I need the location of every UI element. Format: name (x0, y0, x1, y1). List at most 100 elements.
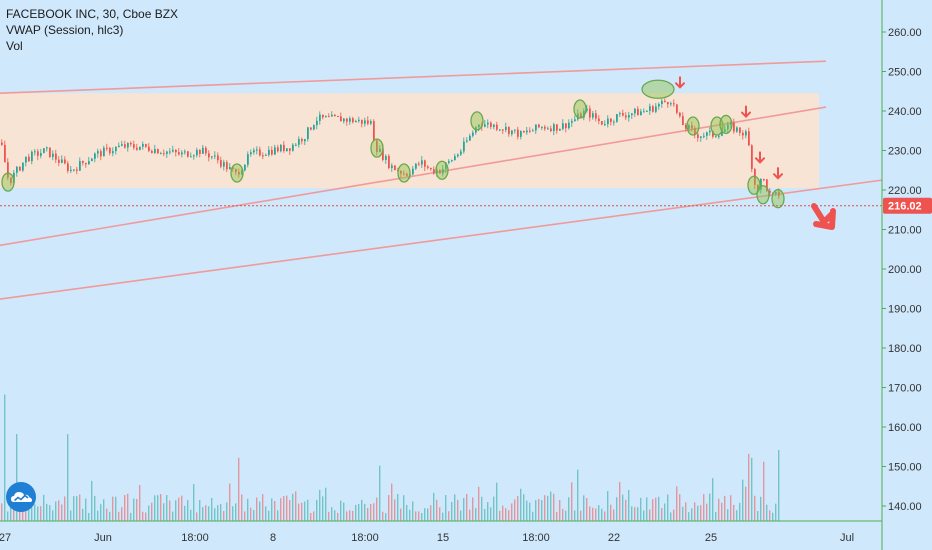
volume-bar (4, 394, 6, 521)
annotation-marker (435, 160, 449, 180)
candle (628, 115, 630, 118)
candle (577, 113, 579, 120)
volume-bar (610, 504, 612, 521)
volume-bar (700, 505, 702, 521)
price-tick-label: 200.00 (888, 264, 922, 276)
volume-bar (337, 512, 339, 521)
candle (283, 144, 285, 151)
volume-bar (484, 508, 486, 521)
volume-bar (265, 506, 267, 521)
candle (535, 124, 537, 131)
candle (664, 100, 666, 103)
tradingview-cloud-icon[interactable] (6, 482, 36, 512)
volume-bar (469, 509, 471, 521)
volume-bar (742, 479, 744, 521)
volume-bar (535, 500, 537, 521)
volume-bar (691, 508, 693, 521)
candle (118, 145, 120, 148)
candle (121, 144, 123, 146)
annotation-marker (747, 175, 761, 195)
candle (712, 130, 714, 137)
volume-bar (724, 495, 726, 521)
volume-bar (451, 501, 453, 521)
annotation-marker (771, 189, 785, 209)
volume-bar (145, 512, 147, 521)
time-tick-label: 25 (705, 532, 717, 544)
volume-bar (10, 504, 12, 521)
candle (451, 160, 453, 162)
volume-bar (82, 508, 84, 521)
volume-bar (250, 507, 252, 521)
candle (253, 150, 255, 153)
volume-bar (226, 502, 228, 521)
volume-bar (439, 507, 441, 521)
candle (190, 156, 192, 158)
price-tick-label: 190.00 (888, 304, 922, 316)
volume-bar (298, 503, 300, 521)
volume-bar (208, 506, 210, 521)
candle (703, 135, 705, 137)
candle (502, 129, 504, 131)
candle (589, 108, 591, 118)
candle (460, 151, 462, 155)
volume-bar (88, 512, 90, 521)
down-arrow-icon (773, 167, 783, 180)
volume-bar (193, 484, 195, 521)
candle (145, 144, 147, 147)
candle (241, 170, 243, 175)
candle (76, 169, 78, 171)
volume-bar (709, 493, 711, 521)
volume-bar (220, 504, 222, 521)
price-tick-label: 140.00 (888, 501, 922, 513)
volume-bar (118, 511, 120, 521)
volume-bar (172, 511, 174, 521)
volume-bar (652, 499, 654, 521)
volume-bar (1, 503, 3, 521)
price-tick-label: 170.00 (888, 383, 922, 395)
volume-bar (526, 500, 528, 521)
volume-bar (667, 494, 669, 521)
volume-bar (43, 494, 45, 521)
candle (22, 162, 24, 171)
candle (526, 130, 528, 133)
volume-bar (775, 503, 777, 521)
volume-bar (454, 494, 456, 521)
candle (595, 113, 597, 119)
candle (649, 106, 651, 111)
volume-bar (577, 469, 579, 521)
candle (274, 147, 276, 155)
candle (373, 121, 375, 141)
volume-bar (715, 511, 717, 521)
candle (751, 145, 753, 170)
volume-bar (352, 510, 354, 521)
volume-bar (79, 494, 81, 521)
candle (730, 122, 732, 125)
volume-bar (58, 500, 60, 521)
candle (547, 128, 549, 130)
candle (55, 153, 57, 160)
time-tick-label: 18:00 (181, 532, 209, 544)
volume-bar (712, 478, 714, 521)
volume-bar (85, 498, 87, 521)
price-tick-label: 220.00 (888, 185, 922, 197)
candle (70, 169, 72, 171)
price-tick-label: 160.00 (888, 422, 922, 434)
volume-bar (286, 495, 288, 521)
candle (538, 124, 540, 128)
candle (478, 124, 480, 128)
volume-bar (103, 499, 105, 521)
volume-bar (607, 491, 609, 521)
volume-bar (502, 505, 504, 521)
price-tick-label: 180.00 (888, 343, 922, 355)
volume-bar (646, 497, 648, 521)
volume-bar (151, 502, 153, 521)
volume-bar (364, 503, 366, 521)
time-tick-label: Jun (94, 532, 112, 544)
volume-bar (106, 508, 108, 521)
candle (172, 150, 174, 152)
volume-bar (475, 508, 477, 521)
candle (379, 148, 381, 152)
volume-bar (382, 511, 384, 521)
volume-bar (34, 504, 36, 521)
candle (631, 113, 633, 116)
